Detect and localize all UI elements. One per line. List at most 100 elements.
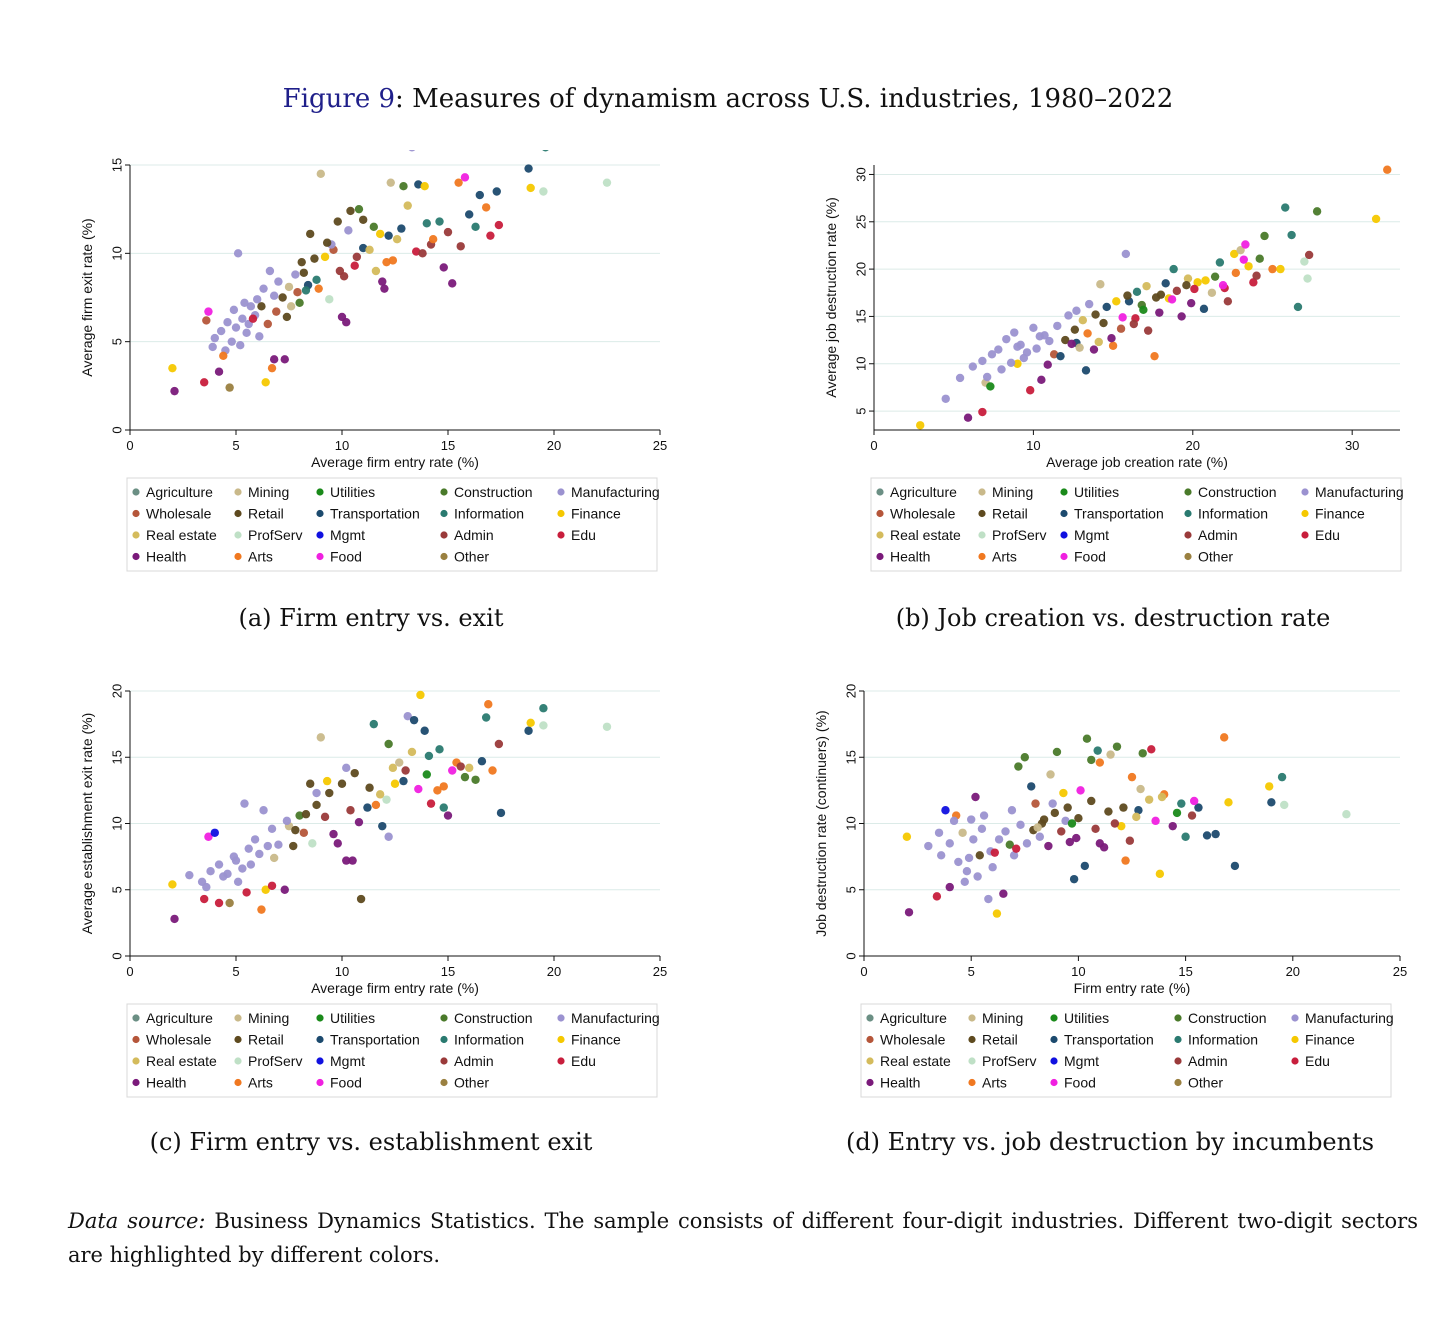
scatter-point	[1083, 329, 1092, 338]
legend-marker	[440, 1078, 448, 1087]
legend-label: Construction	[454, 1010, 533, 1026]
scatter-point	[958, 828, 967, 837]
scatter-point	[1143, 326, 1153, 335]
x-tick-label: 0	[126, 964, 133, 979]
legend-label: Finance	[1315, 506, 1365, 522]
scatter-point	[1303, 274, 1312, 283]
scatter-point	[977, 824, 987, 833]
y-tick-label: 5	[109, 886, 124, 893]
scatter-point	[202, 316, 211, 325]
scatter-point	[1031, 799, 1040, 808]
legend-label: Finance	[1305, 1032, 1355, 1048]
scatter-point	[388, 763, 398, 773]
scatter-point	[306, 779, 315, 788]
legend-label: Utilities	[1074, 484, 1119, 500]
scatter-point	[990, 848, 999, 857]
legend-label: Transportation	[330, 1032, 420, 1048]
scatter-point	[941, 394, 950, 403]
scatter-point	[1091, 310, 1100, 319]
scatter-point	[225, 383, 234, 392]
legend-marker	[440, 531, 448, 539]
scatter-point	[496, 808, 506, 818]
legend-label: Real estate	[146, 1053, 217, 1069]
legend-label: Construction	[454, 484, 533, 500]
legend-marker	[978, 552, 986, 561]
scatter-point	[978, 407, 987, 417]
legend-marker	[978, 509, 986, 518]
scatter-point	[1312, 207, 1322, 216]
scatter-point	[325, 295, 334, 304]
legend-marker	[316, 1014, 324, 1022]
scatter-point	[388, 256, 398, 265]
scatter-point	[936, 851, 946, 860]
scatter-point	[1121, 856, 1130, 865]
scatter-point	[978, 356, 987, 366]
scatter-point	[352, 252, 362, 262]
scatter-point	[1026, 386, 1035, 395]
scatter-point	[386, 178, 395, 187]
scatter-point	[416, 690, 425, 700]
caption-d: (d) Entry vs. job destruction by incumbe…	[845, 1128, 1375, 1156]
y-axis-label: Average firm exit rate (%)	[79, 218, 95, 376]
legend-marker	[876, 552, 884, 561]
legend-marker	[557, 1014, 565, 1022]
scatter-point	[399, 776, 408, 786]
scatter-point	[202, 882, 211, 892]
scatter-point	[263, 319, 272, 329]
scatter-point	[1099, 318, 1108, 328]
legend-marker	[968, 1035, 976, 1044]
scatter-point	[257, 905, 266, 914]
scatter-point	[342, 318, 351, 327]
data-source-text: Business Dynamics Statistics. The sample…	[68, 1209, 1418, 1267]
scatter-point	[274, 840, 283, 849]
legend-marker	[1050, 1057, 1058, 1065]
scatter-point	[1219, 733, 1229, 742]
scatter-point	[494, 739, 504, 749]
chart-panel-d: 0 5 10 15 20 0 5 10 15 20 25 Firm entry rate (%) Job…	[806, 676, 1414, 1104]
scatter-point	[414, 784, 423, 794]
scatter-point	[295, 811, 304, 820]
scatter-point	[246, 302, 256, 311]
figure-title-text: Measures of dynamism across U.S. industr…	[412, 84, 1174, 114]
scatter-point	[448, 279, 457, 288]
scatter-point	[1134, 806, 1143, 815]
legend-label: Health	[880, 1075, 920, 1091]
scatter-point	[602, 722, 612, 731]
y-tick-label: 0	[843, 952, 858, 959]
scatter-point	[219, 872, 228, 881]
scatter-point	[1383, 165, 1392, 174]
x-tick-label: 15	[1178, 964, 1192, 979]
scatter-point	[337, 779, 347, 788]
legend-marker	[1184, 509, 1192, 518]
x-axis-label: Firm entry rate (%)	[1074, 980, 1191, 996]
scatter-point	[982, 372, 992, 382]
scatter-point	[295, 298, 304, 307]
scatter-point	[1027, 782, 1036, 791]
y-tick-label: 5	[853, 407, 868, 414]
legend-label: ProfServ	[982, 1053, 1036, 1069]
y-tick-label: 20	[843, 684, 858, 698]
scatter-point	[299, 828, 309, 837]
scatter-point	[280, 355, 289, 364]
legend-marker	[557, 488, 565, 496]
legend-label: Other	[454, 549, 489, 565]
scatter-point	[210, 333, 219, 343]
scatter-point	[306, 229, 315, 239]
scatter-point	[210, 828, 219, 837]
scatter-point	[1280, 800, 1289, 810]
scatter-point	[333, 839, 342, 848]
scatter-point	[1049, 350, 1059, 359]
scatter-point	[227, 337, 236, 346]
scatter-point	[291, 270, 300, 279]
x-tick-label: 10	[1026, 438, 1040, 453]
scatter-point	[1053, 321, 1062, 331]
scatter-point	[1277, 772, 1287, 782]
scatter-point	[1035, 832, 1045, 841]
scatter-point	[477, 757, 487, 766]
scatter-point	[225, 898, 234, 908]
scatter-point	[1052, 747, 1062, 757]
scatter-point	[428, 235, 438, 244]
legend-label: Edu	[1305, 1053, 1330, 1069]
scatter-point	[284, 282, 294, 292]
legend-label: Health	[890, 549, 930, 565]
